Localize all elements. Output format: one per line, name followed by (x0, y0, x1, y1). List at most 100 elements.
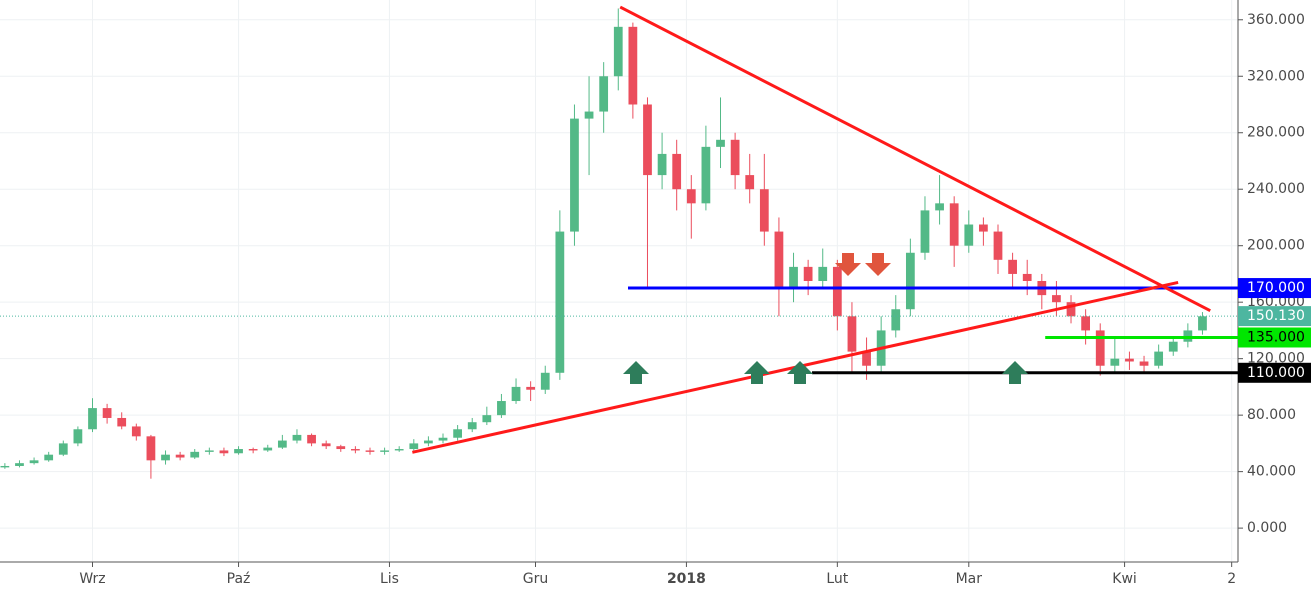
level-label: 135.000 (1247, 329, 1305, 345)
level-label: 110.000 (1247, 365, 1305, 381)
candle-body (351, 449, 360, 451)
candle-body (745, 175, 755, 190)
candle-body (526, 386, 536, 390)
x-tick-label: Kwi (1112, 571, 1137, 587)
x-tick-label: 2018 (667, 571, 706, 587)
candle-body (102, 408, 112, 418)
candle-body (44, 454, 54, 461)
y-tick-label: 120.000 (1247, 351, 1305, 367)
candle-body (832, 266, 842, 317)
candle-body (204, 450, 214, 452)
candle-body (1022, 273, 1032, 281)
level-label-box (1238, 306, 1311, 327)
candle-body (570, 118, 579, 232)
candle-body (1168, 341, 1178, 352)
x-tick-label: Gru (523, 571, 548, 587)
candle-body (584, 111, 594, 119)
x-tick-label: Lut (826, 571, 848, 587)
candle-body (1125, 358, 1134, 362)
candle-body (234, 449, 243, 454)
candle-body (292, 434, 302, 441)
candle-body (1198, 316, 1207, 331)
candle-body (248, 449, 258, 451)
candle-body (58, 443, 68, 455)
up-arrow (1002, 361, 1028, 384)
candle-body (131, 426, 141, 437)
candle-body (657, 153, 667, 176)
level-label-box (1238, 278, 1311, 299)
candle-body (599, 76, 609, 112)
candle-body (0, 465, 10, 468)
candle-body (175, 454, 185, 458)
candle-body (935, 203, 944, 211)
candle-body (818, 266, 828, 281)
candle-body (920, 210, 930, 253)
candle-body (716, 139, 725, 147)
x-tick-label: Wrz (79, 571, 105, 587)
candle-body (774, 231, 784, 289)
candle-body (409, 443, 419, 450)
candle-body (643, 104, 652, 176)
candle-body (380, 450, 389, 452)
level-label-box (1238, 327, 1311, 348)
x-tick-label: Lis (380, 571, 399, 587)
candle-body (394, 449, 404, 451)
candle-body (905, 252, 915, 310)
candle-body (307, 434, 316, 444)
candle-body (117, 417, 127, 427)
candle-body (628, 26, 638, 105)
candle-body (1154, 351, 1164, 366)
candle-body (365, 450, 375, 452)
y-tick-label: 280.000 (1247, 125, 1305, 141)
candle-body (321, 443, 331, 447)
y-tick-label: 360.000 (1247, 12, 1305, 28)
candle-body (190, 451, 200, 458)
candle-body (964, 224, 974, 246)
down-arrow (835, 253, 861, 276)
x-tick-label: Paź (227, 571, 251, 587)
candle-body (993, 231, 1003, 260)
candle-body (1081, 316, 1091, 331)
trend-line (619, 5, 1211, 312)
y-tick-label: 200.000 (1247, 238, 1305, 254)
candle-body (497, 401, 506, 416)
candle-body (803, 266, 813, 281)
candle-body (161, 454, 170, 461)
candle-body (891, 309, 901, 331)
y-tick-label: 240.000 (1247, 181, 1305, 197)
candle-body (730, 139, 740, 176)
up-arrow (787, 361, 813, 384)
up-arrow (744, 361, 770, 384)
candle-body (847, 316, 857, 352)
candle-body (759, 189, 769, 232)
candle-body (511, 386, 521, 402)
y-tick-label: 0.000 (1247, 520, 1287, 536)
candle-body (789, 266, 798, 289)
candle-body (613, 26, 623, 77)
candle-body (146, 436, 156, 461)
candle-body (555, 231, 565, 373)
candle-body (336, 446, 346, 450)
candle-body (979, 224, 988, 232)
candle-body (453, 429, 462, 438)
candle-body (438, 437, 448, 441)
candle-body (15, 463, 24, 466)
candle-body (701, 146, 711, 204)
level-label-box (1238, 362, 1311, 383)
candle-body (88, 408, 97, 430)
x-tick-label: 2 (1227, 571, 1236, 587)
candle-body (482, 415, 492, 423)
candle-body (219, 450, 229, 454)
candle-body (672, 153, 682, 190)
candle-body (1139, 361, 1149, 366)
candle-body (1066, 302, 1076, 317)
candle-body (1008, 259, 1017, 274)
candle-body (424, 440, 433, 444)
down-arrow (865, 253, 891, 276)
y-tick-label: 320.000 (1247, 68, 1305, 84)
candle-body (277, 440, 287, 448)
candle-body (1110, 358, 1120, 366)
candle-body (73, 429, 83, 444)
